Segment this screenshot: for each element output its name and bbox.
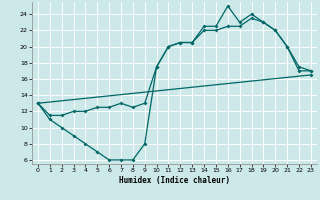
X-axis label: Humidex (Indice chaleur): Humidex (Indice chaleur) (119, 176, 230, 185)
